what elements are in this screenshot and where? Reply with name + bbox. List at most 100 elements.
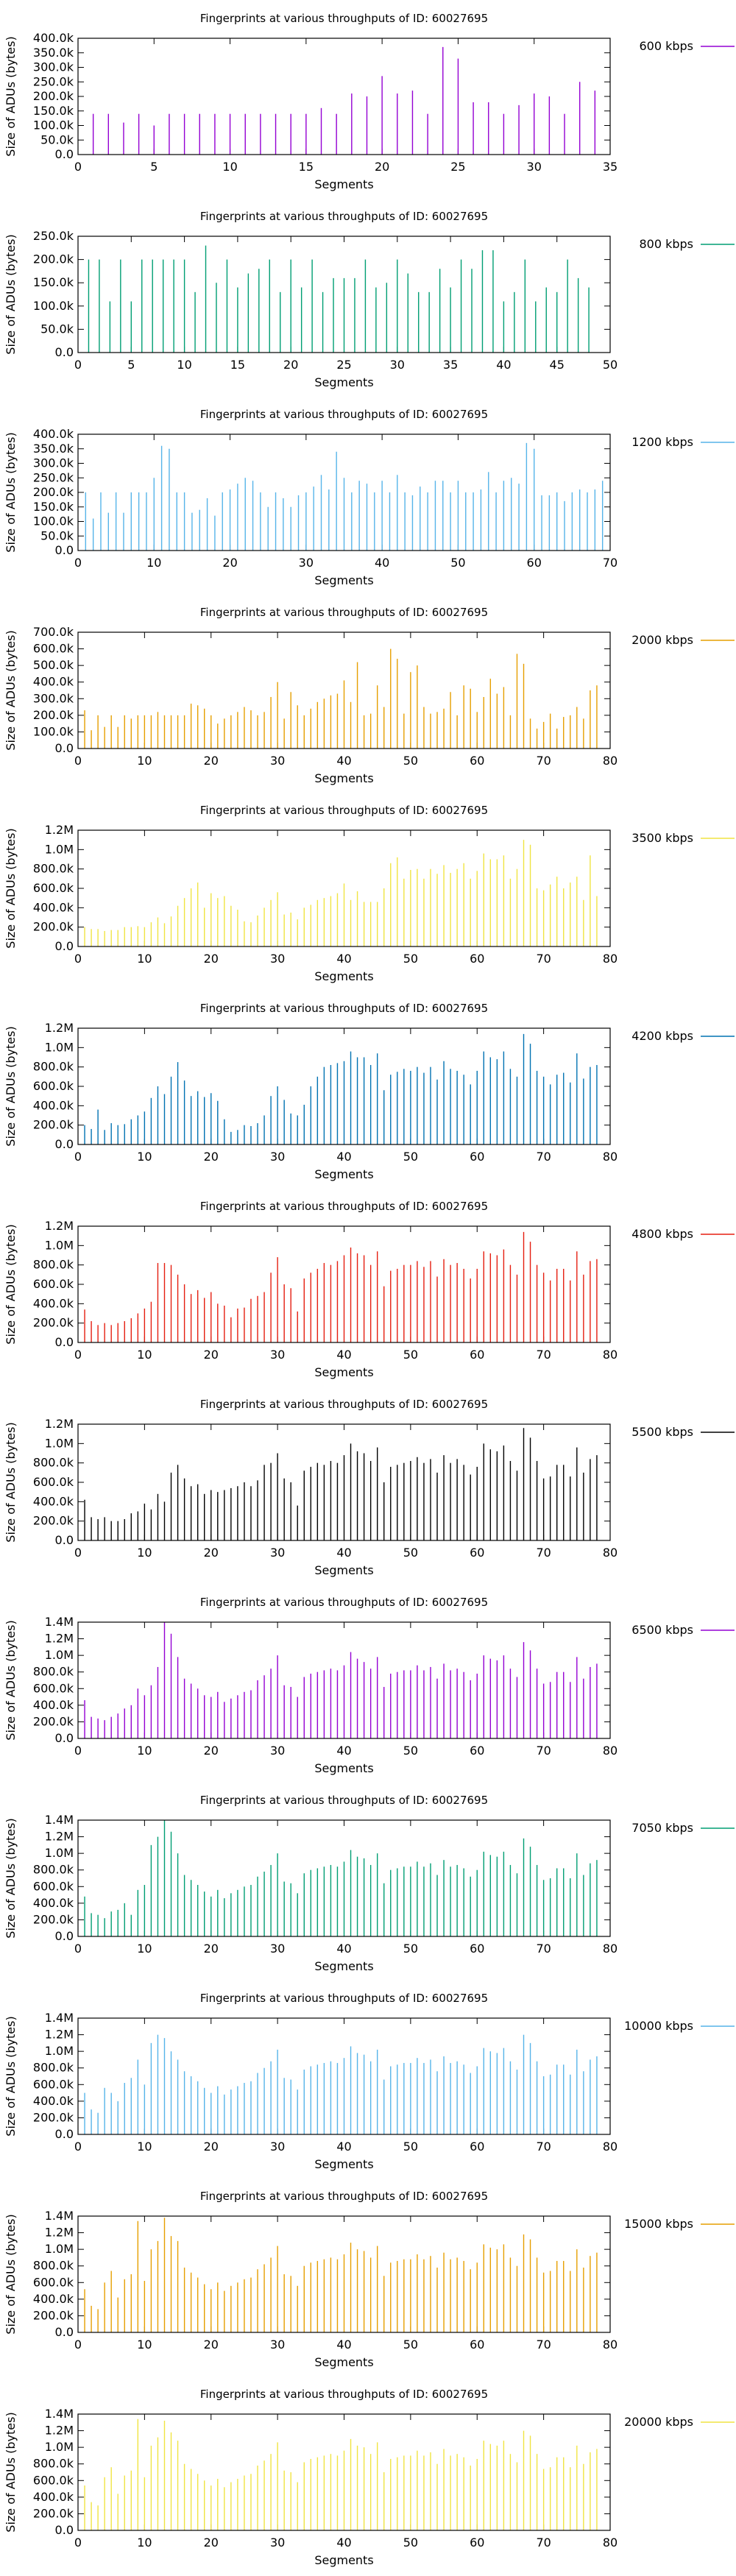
y-tick-label: 0.0 <box>55 741 74 755</box>
x-axis-label: Segments <box>314 771 373 785</box>
x-tick-label: 40 <box>336 1546 351 1560</box>
x-tick-label: 50 <box>403 1744 418 1758</box>
x-tick-label: 0 <box>74 1942 82 1956</box>
y-tick-label: 0.0 <box>55 543 74 557</box>
x-tick-label: 60 <box>470 2536 484 2550</box>
y-tick-label: 1.0M <box>45 1846 74 1860</box>
x-tick-label: 30 <box>299 556 314 570</box>
chart-panel-13: Fingerprints at various throughputs of I… <box>4 2388 735 2567</box>
y-axis-label: Size of ADUs (bytes) <box>4 2016 18 2136</box>
y-tick-label: 800.0k <box>33 1060 74 1074</box>
chart-title: Fingerprints at various throughputs of I… <box>200 804 488 817</box>
x-tick-label: 10 <box>177 358 191 372</box>
x-tick-label: 60 <box>470 1150 484 1164</box>
x-tick-label: 25 <box>336 358 351 372</box>
chart-title: Fingerprints at various throughputs of I… <box>200 1992 488 2005</box>
y-tick-label: 400.0k <box>33 1296 74 1310</box>
x-tick-label: 50 <box>403 2338 418 2352</box>
y-tick-label: 250.0k <box>33 470 74 484</box>
x-axis-label: Segments <box>314 969 373 983</box>
plot-frame <box>77 1027 611 1145</box>
x-tick-label: 40 <box>336 1942 351 1956</box>
y-tick-label: 350.0k <box>33 442 74 456</box>
x-tick-label: 0 <box>74 1348 82 1362</box>
x-tick-label: 20 <box>204 952 219 966</box>
chart-title: Fingerprints at various throughputs of I… <box>200 1398 488 1411</box>
y-tick-label: 1.2M <box>45 1830 74 1844</box>
y-tick-label: 150.0k <box>33 104 74 118</box>
x-tick-label: 30 <box>270 1942 285 1956</box>
chart-title: Fingerprints at various throughputs of I… <box>200 408 488 421</box>
x-tick-label: 60 <box>470 1942 484 1956</box>
y-tick-label: 400.0k <box>33 2094 74 2108</box>
x-tick-label: 30 <box>270 2536 285 2550</box>
x-axis-label: Segments <box>314 573 373 587</box>
y-tick-label: 500.0k <box>33 658 74 672</box>
legend-label: 4200 kbps <box>631 1029 693 1043</box>
y-tick-label: 200.0k <box>33 1514 74 1528</box>
x-axis-label: Segments <box>314 2157 373 2171</box>
y-axis-label: Size of ADUs (bytes) <box>4 1224 18 1344</box>
x-tick-label: 15 <box>299 160 314 174</box>
x-tick-label: 30 <box>527 160 542 174</box>
x-tick-label: 80 <box>603 1744 618 1758</box>
x-tick-label: 70 <box>536 2140 551 2154</box>
x-tick-label: 30 <box>270 2140 285 2154</box>
y-tick-label: 600.0k <box>33 1475 74 1489</box>
y-tick-label: 200.0k <box>33 708 74 722</box>
x-tick-label: 70 <box>536 1150 551 1164</box>
x-tick-label: 70 <box>536 2338 551 2352</box>
legend-label: 5500 kbps <box>631 1425 693 1439</box>
y-tick-label: 200.0k <box>33 252 74 266</box>
x-tick-label: 50 <box>403 754 418 768</box>
y-tick-label: 200.0k <box>33 920 74 934</box>
x-tick-label: 40 <box>336 1348 351 1362</box>
x-tick-label: 0 <box>74 2536 82 2550</box>
x-tick-label: 50 <box>603 358 618 372</box>
y-tick-label: 1.2M <box>45 2226 74 2240</box>
y-tick-label: 0.0 <box>55 2325 74 2339</box>
plot-frame <box>77 2017 611 2135</box>
y-tick-label: 1.4M <box>45 1813 74 1827</box>
y-tick-label: 250.0k <box>33 74 74 88</box>
y-tick-label: 1.2M <box>45 1021 74 1035</box>
y-tick-label: 400.0k <box>33 2490 74 2504</box>
x-tick-label: 30 <box>270 952 285 966</box>
x-tick-label: 20 <box>375 160 389 174</box>
chart-title: Fingerprints at various throughputs of I… <box>200 2388 488 2401</box>
y-axis-label: Size of ADUs (bytes) <box>4 630 18 750</box>
x-tick-label: 70 <box>536 952 551 966</box>
x-tick-label: 10 <box>222 160 237 174</box>
x-axis-label: Segments <box>314 177 373 191</box>
chart-title: Fingerprints at various throughputs of I… <box>200 1002 488 1015</box>
x-tick-label: 0 <box>74 1744 82 1758</box>
y-tick-label: 100.0k <box>33 299 74 313</box>
x-tick-label: 20 <box>204 1744 219 1758</box>
y-tick-label: 1.0M <box>45 1436 74 1450</box>
plot-frame <box>77 1225 611 1343</box>
plot-frame <box>77 829 611 947</box>
y-tick-label: 0.0 <box>55 1731 74 1745</box>
x-tick-label: 60 <box>470 1348 484 1362</box>
x-tick-label: 80 <box>603 2338 618 2352</box>
x-tick-label: 10 <box>137 1150 152 1164</box>
chart-panel-10: Fingerprints at various throughputs of I… <box>4 1794 735 1973</box>
y-tick-label: 800.0k <box>33 1665 74 1679</box>
x-tick-label: 70 <box>536 1744 551 1758</box>
y-tick-label: 600.0k <box>33 1079 74 1093</box>
x-tick-label: 0 <box>74 358 82 372</box>
y-tick-label: 0.0 <box>55 1533 74 1547</box>
x-tick-label: 30 <box>270 754 285 768</box>
y-tick-label: 50.0k <box>40 132 74 146</box>
x-tick-label: 10 <box>137 952 152 966</box>
y-tick-label: 800.0k <box>33 1258 74 1272</box>
x-tick-label: 50 <box>403 2140 418 2154</box>
x-tick-label: 50 <box>450 556 465 570</box>
chart-panel-6: Fingerprints at various throughputs of I… <box>4 1002 735 1181</box>
y-tick-label: 150.0k <box>33 275 74 289</box>
x-tick-label: 80 <box>603 1150 618 1164</box>
y-axis-label: Size of ADUs (bytes) <box>4 2214 18 2334</box>
x-tick-label: 0 <box>74 2338 82 2352</box>
x-tick-label: 20 <box>204 754 219 768</box>
y-tick-label: 50.0k <box>40 528 74 542</box>
